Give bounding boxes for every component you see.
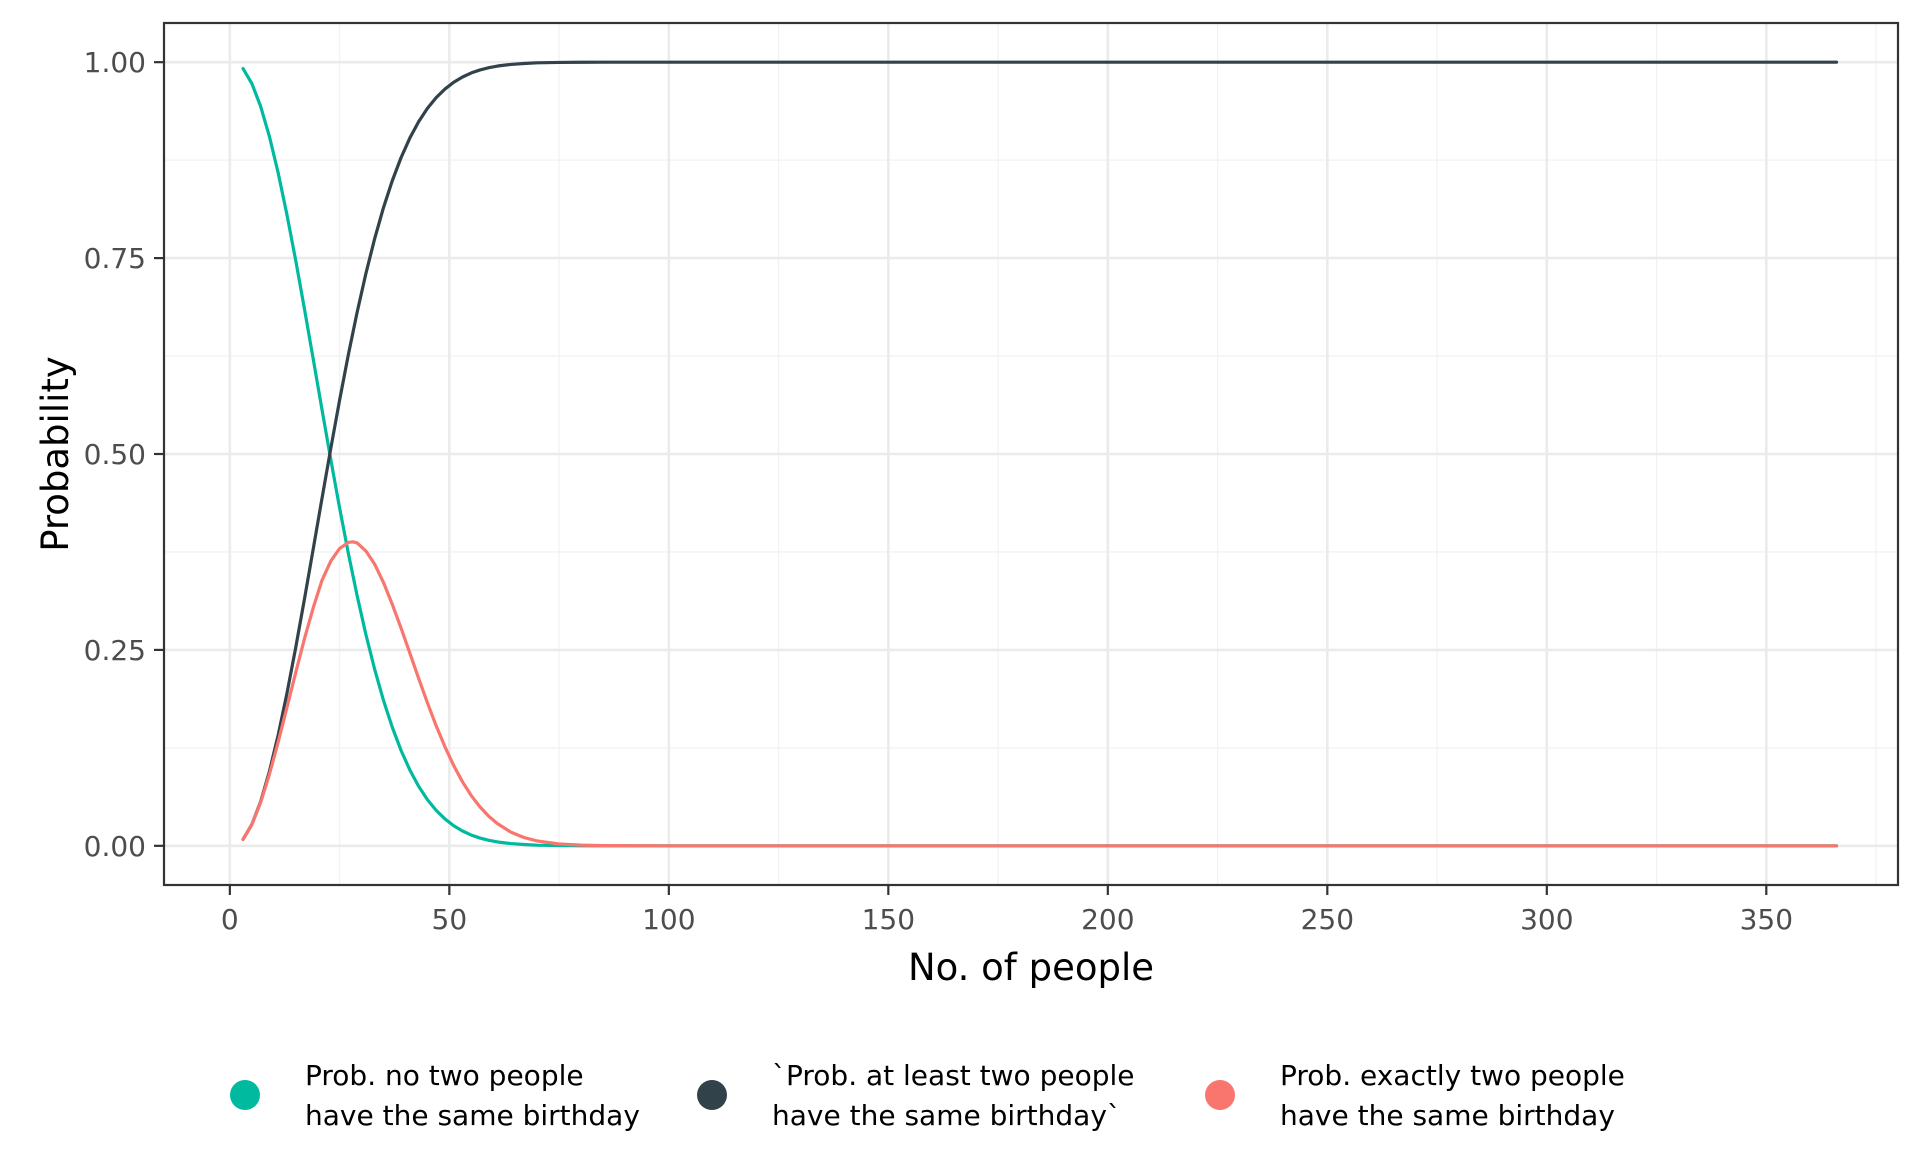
y-tick-label: 0.50 [84,438,146,471]
x-tick-label: 200 [1081,903,1134,936]
legend-item-1: Prob. no two people have the same birthda… [230,1059,640,1132]
legend-item-2: `Prob. at least two people have the same … [697,1059,1134,1132]
legend-key-2 [697,1080,727,1110]
y-tick-label: 0.25 [84,634,146,667]
y-tick-label: 1.00 [84,46,146,79]
series-line-2 [241,60,1839,841]
y-axis-tick-labels: 0.00 0.25 0.50 0.75 1.00 [84,46,146,863]
x-tick-label: 250 [1301,903,1354,936]
legend-item-3: Prob. exactly two people have the same bi… [1205,1059,1625,1132]
x-tick-label: 150 [862,903,915,936]
y-tick-label: 0.00 [84,830,146,863]
x-tick-label: 350 [1740,903,1793,936]
x-tick-label: 100 [642,903,695,936]
x-tick-label: 0 [221,903,239,936]
x-axis-tick-labels: 0 50 100 150 200 250 300 350 [221,903,1793,936]
legend-label-3: Prob. exactly two people have the same bi… [1280,1059,1625,1132]
x-tick-label: 300 [1520,903,1573,936]
legend: Prob. no two people have the same birthda… [230,1059,1625,1132]
legend-key-3 [1205,1080,1235,1110]
legend-key-1 [230,1080,260,1110]
y-tick-label: 0.75 [84,242,146,275]
x-axis-title: No. of people [908,946,1154,989]
series-lines [241,60,1839,848]
axis-ticks [154,61,1768,895]
x-tick-label: 50 [432,903,468,936]
y-axis-title: Probability [34,356,77,552]
series-line-3 [241,540,1839,848]
legend-label-2: `Prob. at least two people have the same … [772,1059,1134,1132]
legend-label-1: Prob. no two people have the same birthda… [305,1059,640,1132]
